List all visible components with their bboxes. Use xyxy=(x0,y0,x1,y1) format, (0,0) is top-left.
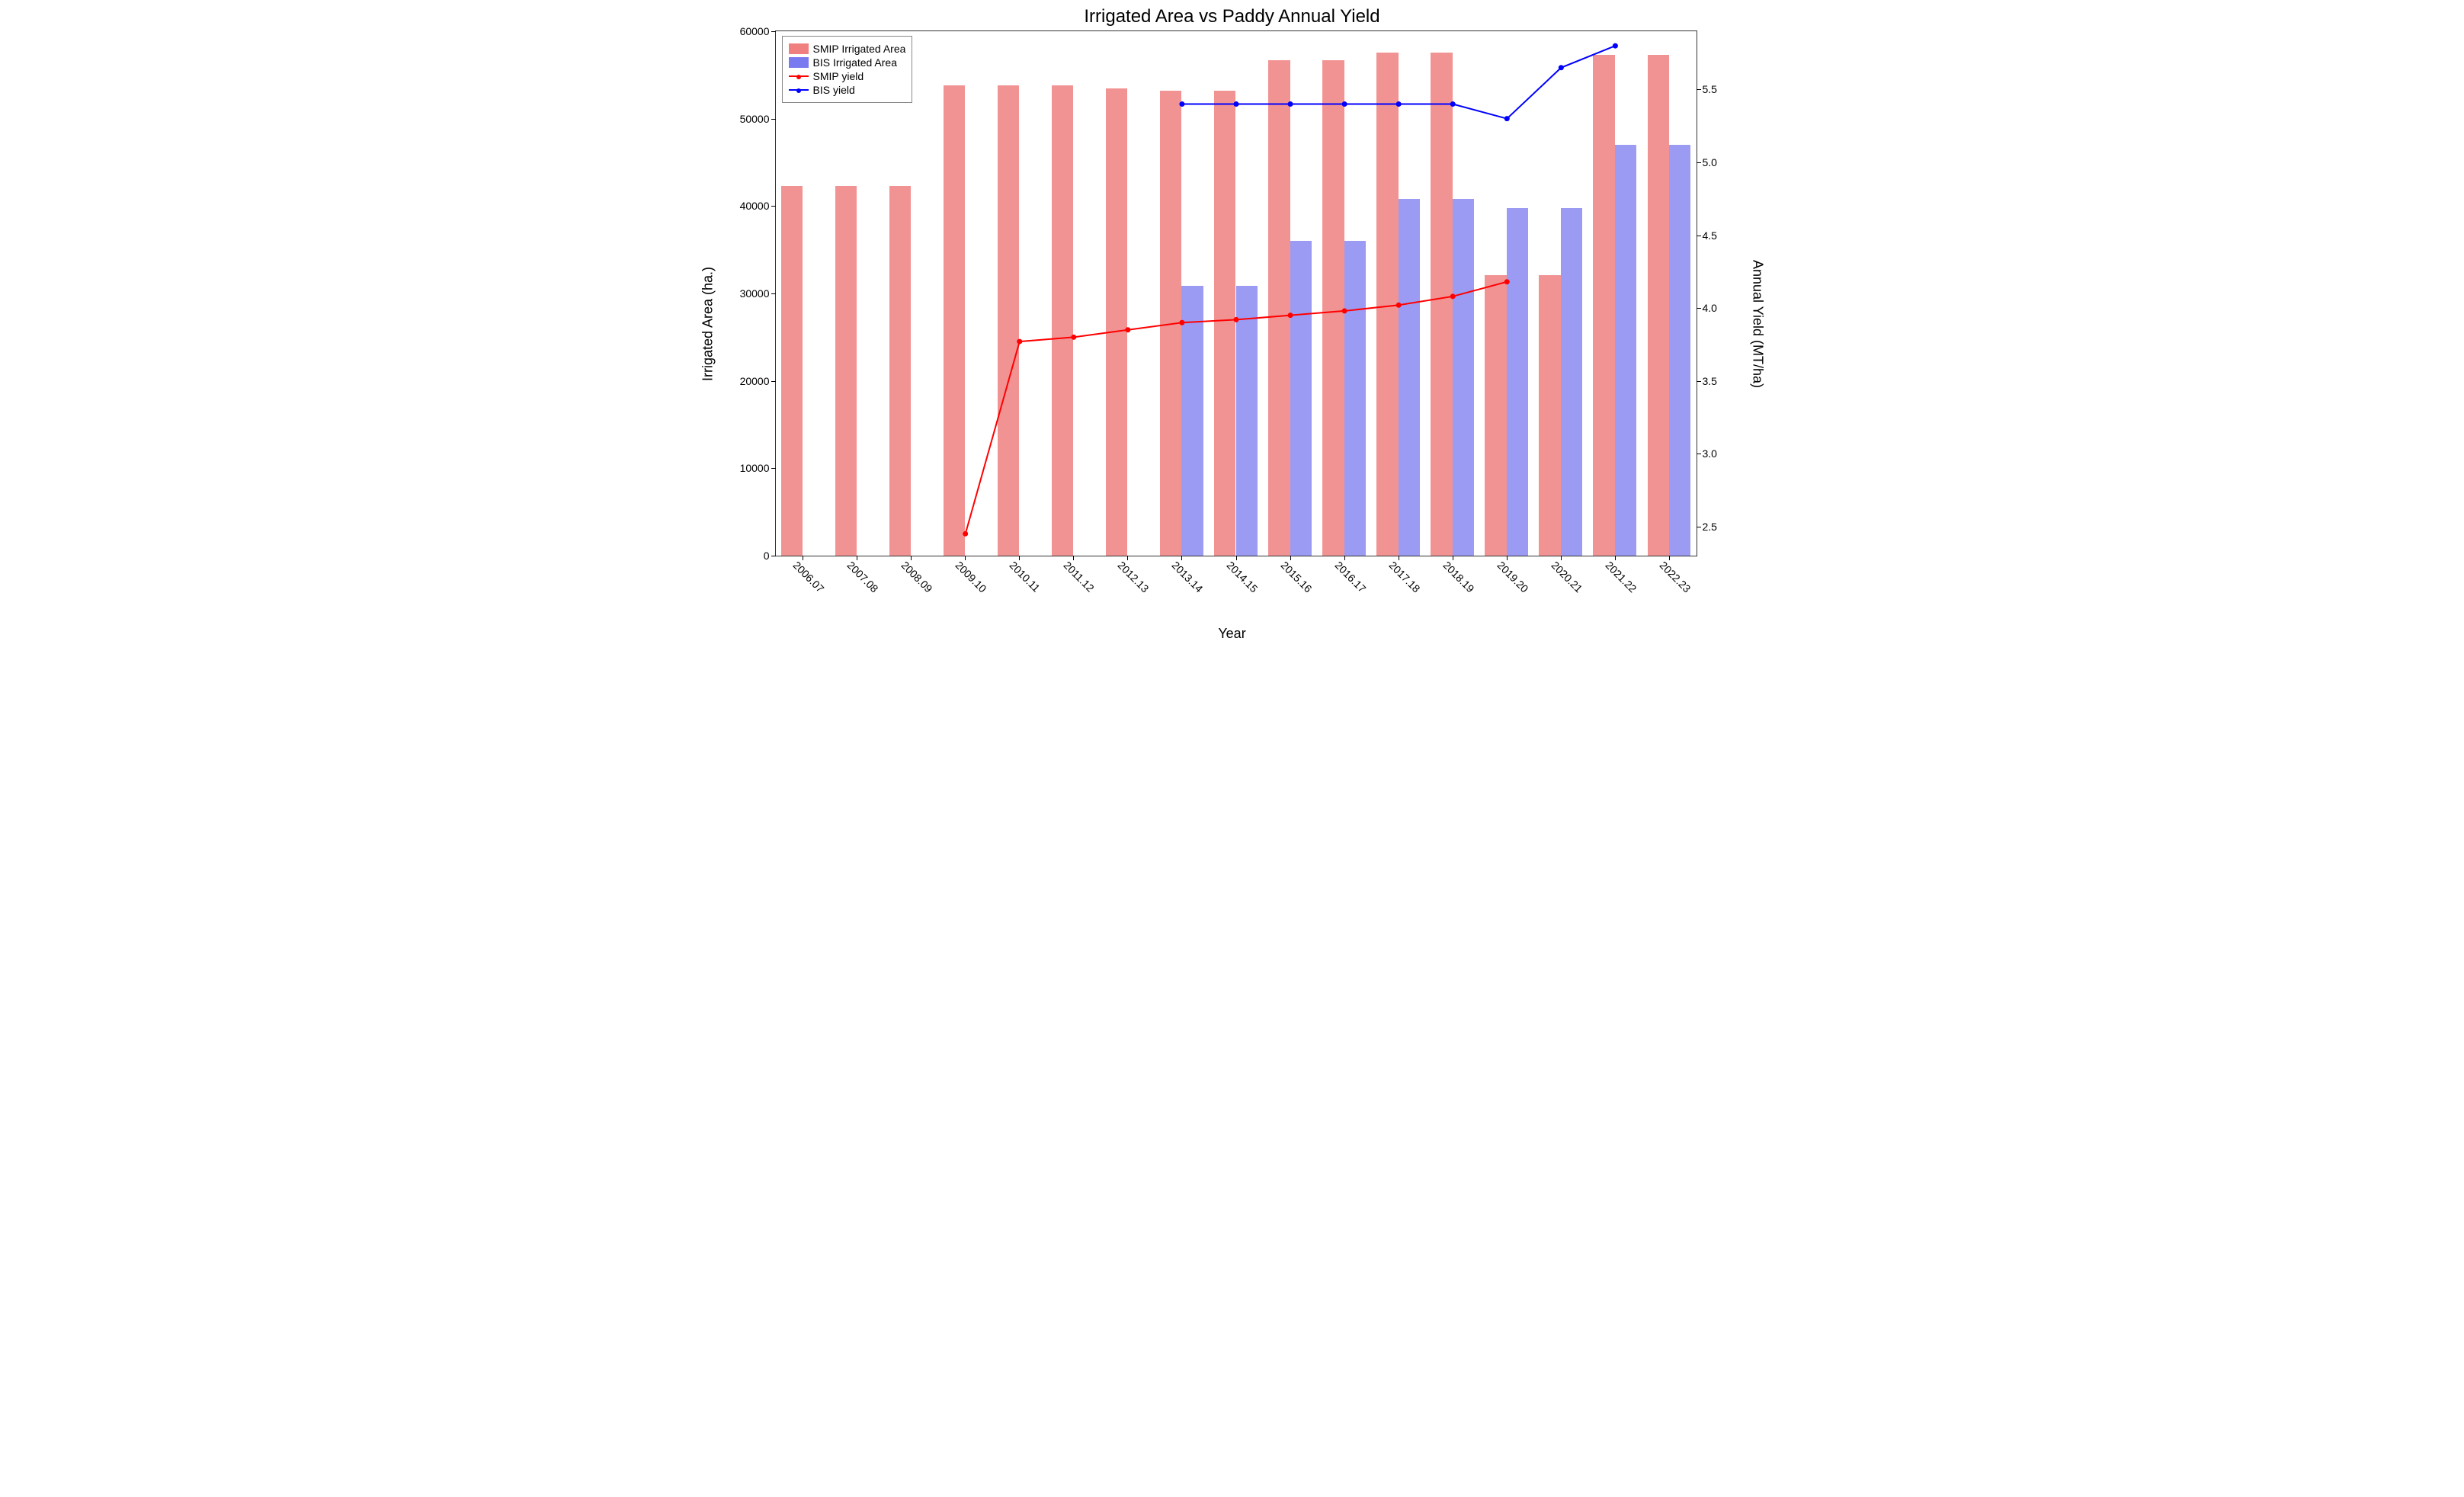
marker xyxy=(1504,279,1509,284)
marker xyxy=(1612,43,1617,49)
legend-label: SMIP yield xyxy=(813,70,864,82)
legend-label: BIS yield xyxy=(813,84,855,96)
marker xyxy=(1233,317,1238,322)
legend: SMIP Irrigated AreaBIS Irrigated AreaSMI… xyxy=(782,36,913,103)
y1-tick: 50000 xyxy=(740,113,776,125)
x-tick: 2013.14 xyxy=(1170,556,1209,595)
marker xyxy=(1504,116,1509,121)
x-tick: 2019.20 xyxy=(1495,556,1533,595)
marker xyxy=(1287,313,1293,318)
x-tick: 2016.17 xyxy=(1332,556,1371,595)
x-tick: 2011.12 xyxy=(1062,556,1101,595)
marker xyxy=(1450,293,1455,299)
chart-container: Irrigated Area vs Paddy Annual Yield SMI… xyxy=(699,0,1766,648)
marker xyxy=(1341,308,1347,313)
marker xyxy=(1395,101,1401,107)
marker xyxy=(1341,101,1347,107)
legend-label: BIS Irrigated Area xyxy=(813,56,898,69)
x-tick: 2008.09 xyxy=(899,556,938,595)
legend-label: SMIP Irrigated Area xyxy=(813,43,906,55)
x-tick: 2009.10 xyxy=(953,556,992,595)
legend-item: SMIP Irrigated Area xyxy=(789,43,906,55)
legend-item: BIS Irrigated Area xyxy=(789,56,906,69)
chart-title: Irrigated Area vs Paddy Annual Yield xyxy=(699,0,1766,27)
marker xyxy=(963,531,968,537)
legend-item: BIS yield xyxy=(789,84,906,96)
marker xyxy=(1558,65,1563,70)
x-tick: 2017.18 xyxy=(1386,556,1425,595)
x-tick: 2006.07 xyxy=(790,556,829,595)
plot-area: SMIP Irrigated AreaBIS Irrigated AreaSMI… xyxy=(775,30,1697,556)
x-tick: 2007.08 xyxy=(845,556,884,595)
marker xyxy=(1395,303,1401,308)
marker xyxy=(1071,335,1076,340)
marker xyxy=(1287,101,1293,107)
x-tick: 2021.22 xyxy=(1603,556,1642,595)
marker xyxy=(1179,101,1184,107)
marker xyxy=(1233,101,1238,107)
legend-item: SMIP yield xyxy=(789,70,906,82)
y1-axis-label: Irrigated Area (ha.) xyxy=(700,267,716,381)
x-tick: 2022.23 xyxy=(1657,556,1696,595)
line-bis-yield xyxy=(1181,46,1614,119)
marker xyxy=(1450,101,1455,107)
y1-tick: 30000 xyxy=(740,287,776,300)
x-tick: 2012.13 xyxy=(1116,556,1155,595)
x-tick: 2010.11 xyxy=(1008,556,1046,595)
y1-tick: 10000 xyxy=(740,462,776,474)
y1-tick: 40000 xyxy=(740,200,776,212)
y1-tick: 20000 xyxy=(740,375,776,387)
x-tick: 2014.15 xyxy=(1224,556,1263,595)
marker xyxy=(1017,339,1022,345)
x-tick: 2015.16 xyxy=(1278,556,1317,595)
marker xyxy=(1179,320,1184,325)
y1-tick: 60000 xyxy=(740,25,776,37)
x-axis-label: Year xyxy=(1218,626,1245,642)
y2-axis-label: Annual Yield (MT/ha) xyxy=(1750,260,1766,388)
line-overlay xyxy=(776,31,1697,556)
marker xyxy=(1125,327,1130,332)
x-tick: 2018.19 xyxy=(1440,556,1479,595)
x-tick: 2020.21 xyxy=(1549,556,1588,595)
